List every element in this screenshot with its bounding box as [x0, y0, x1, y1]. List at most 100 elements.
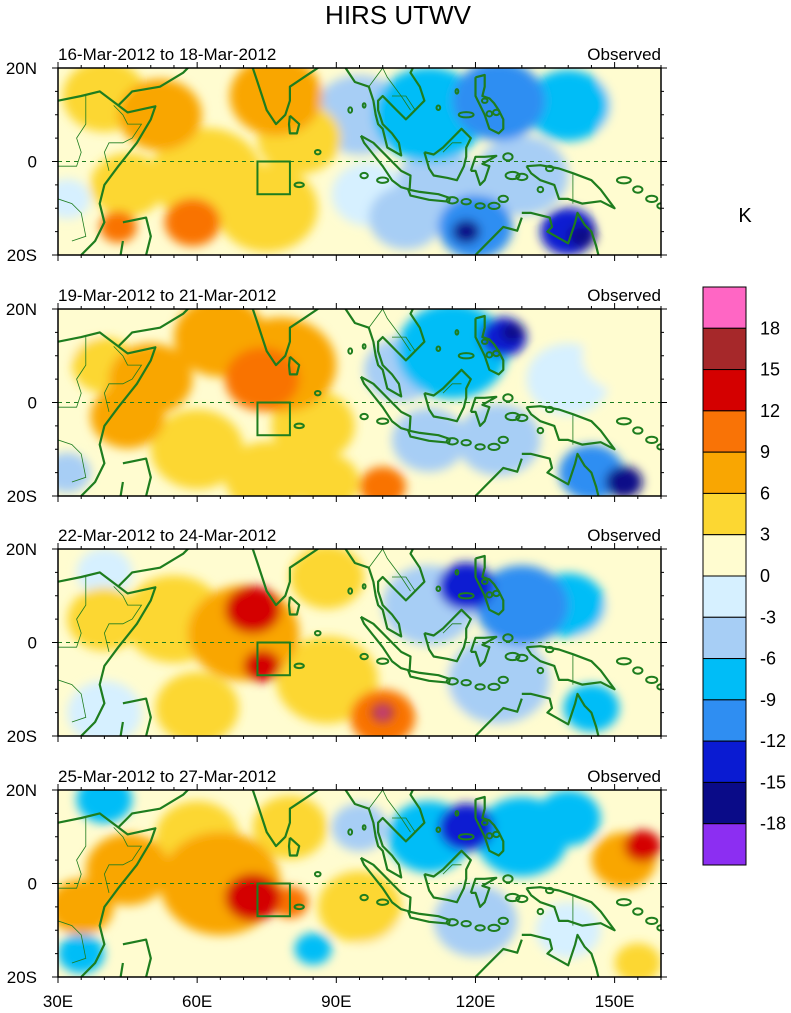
coastline	[58, 812, 157, 977]
anomaly-cell	[452, 68, 546, 141]
coastline	[344, 549, 426, 638]
island	[515, 172, 529, 182]
colorbar-tick-label: 18	[760, 318, 780, 338]
coastline	[469, 876, 498, 909]
coastline	[58, 90, 157, 255]
y-tick-label: 0	[28, 153, 37, 172]
island	[656, 683, 661, 691]
country-border	[253, 262, 281, 285]
coastline	[359, 856, 412, 913]
anomaly-cell	[229, 68, 323, 136]
island	[313, 870, 322, 878]
country-border	[368, 68, 411, 111]
island	[376, 176, 390, 184]
island	[376, 657, 390, 665]
country-border	[392, 95, 416, 111]
anomaly-cell	[276, 636, 379, 724]
coastline	[58, 331, 157, 496]
plot-area	[58, 743, 661, 977]
coastline	[119, 962, 124, 977]
island	[454, 329, 460, 336]
country-border	[392, 576, 416, 592]
y-tick-label: 20N	[6, 781, 37, 800]
island	[632, 666, 644, 675]
colorbar-tick-label: -12	[760, 731, 786, 751]
colorbar: 18 15 12 9 6 3 0 -3 -6 -9 -12 -15 -18	[702, 286, 786, 866]
y-tick-label: 20N	[6, 59, 37, 78]
anomaly-cell	[215, 164, 318, 252]
colorbar-tick-label: -6	[760, 649, 776, 669]
island	[632, 426, 644, 435]
island	[536, 907, 545, 916]
coastline	[474, 795, 505, 857]
coastline	[117, 309, 190, 348]
coastline	[359, 375, 412, 432]
chart-title: HIRS UTWV	[325, 0, 472, 30]
island	[435, 104, 442, 111]
coastlines	[58, 68, 661, 255]
coastline	[469, 395, 498, 427]
panel-label: Observed	[587, 45, 661, 64]
island	[361, 343, 367, 350]
anomaly-cell	[224, 585, 281, 634]
anomaly-cell	[623, 830, 661, 862]
island	[492, 108, 501, 117]
country-border	[368, 790, 411, 833]
anomaly-cell	[433, 885, 518, 957]
anomaly-cell	[438, 562, 495, 611]
island	[457, 592, 475, 600]
country-border	[327, 762, 332, 781]
island	[313, 389, 322, 397]
coastline	[469, 635, 498, 668]
plot-area	[58, 262, 661, 496]
island	[497, 194, 509, 204]
anomaly-cell	[85, 833, 170, 906]
island	[474, 683, 486, 691]
anomaly-cell	[58, 452, 91, 493]
coastline	[359, 134, 412, 191]
island	[615, 898, 632, 907]
island	[487, 201, 501, 211]
panel-dates: 16-Mar-2012 to 18-Mar-2012	[58, 45, 276, 64]
coastline	[250, 549, 320, 607]
panel-1: 20N 0 20S 16-Mar-2012 to 18-Mar-2012 Observe…	[6, 45, 667, 265]
country-border	[327, 521, 332, 540]
coastline	[474, 314, 505, 376]
country-border	[253, 743, 281, 766]
anomaly-cell	[76, 549, 133, 597]
plot-area	[58, 521, 661, 736]
x-tick-label: 30E	[43, 992, 73, 1011]
island	[474, 202, 486, 210]
anomaly-cell	[118, 78, 202, 151]
anomaly-cell	[475, 135, 569, 216]
island	[504, 651, 521, 662]
island	[485, 591, 494, 599]
colorbar-tick-label: -3	[760, 607, 776, 627]
island	[632, 185, 644, 194]
island	[376, 898, 390, 906]
island	[460, 679, 472, 687]
anomaly-cell	[58, 933, 105, 974]
island	[457, 111, 475, 119]
anomaly-cell	[378, 709, 387, 716]
island	[359, 171, 369, 180]
y-tick-label: 20S	[7, 727, 37, 746]
panel-label: Observed	[587, 286, 661, 305]
coastline	[423, 608, 472, 663]
island	[435, 345, 442, 352]
coastline	[521, 933, 600, 977]
island	[487, 682, 501, 692]
anomaly-cell	[150, 409, 244, 489]
box-region	[256, 882, 291, 918]
island	[656, 202, 661, 210]
country-border	[392, 336, 416, 352]
island	[457, 352, 475, 360]
coastline	[250, 790, 320, 848]
y-tick-label: 20N	[6, 300, 37, 319]
island	[502, 633, 514, 643]
coastline	[287, 595, 301, 616]
island	[544, 645, 555, 654]
island	[293, 903, 305, 911]
island	[460, 198, 472, 206]
